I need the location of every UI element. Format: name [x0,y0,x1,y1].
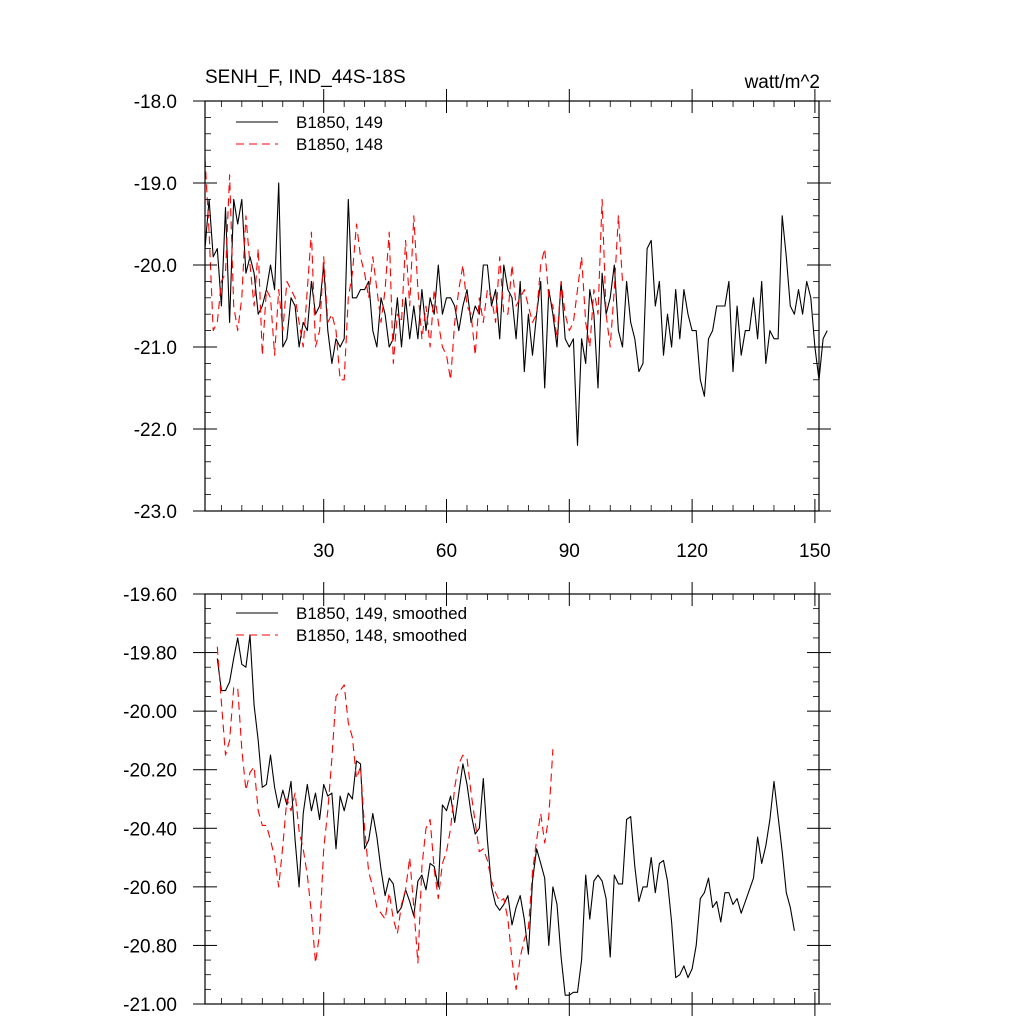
bottom-panel: -21.00 -20.80 -20.60 -20.40 -20.20 -20.00 -19.… [123,582,831,1016]
y-tick-label: -20.80 [123,936,177,957]
y-tick-label: -22.0 [134,420,177,441]
legend-label-148: B1850, 148 [296,135,383,154]
y-tick-label: -21.00 [123,995,177,1016]
y-tick-label: -20.0 [134,256,177,277]
series-line-1 [216,646,554,990]
y-tick-label: -21.0 [134,338,177,359]
series-group [204,158,828,446]
legend-label-149: B1850, 149 [296,113,383,132]
axis-ticks: 30 60 90 120 150 -23.0 -22.0 -21.0 -20.0 -19.0 -18… [134,89,831,562]
y-tick-label: -20.40 [123,819,177,840]
series-line-1 [204,158,624,381]
y-tick-label: -19.0 [134,174,177,195]
plot-frame [204,593,820,1005]
y-tick-label: -23.0 [134,502,177,523]
series-line-0 [216,634,795,996]
legend: B1850, 149, smoothed B1850, 148, smoothe… [236,604,467,645]
x-tick-label: 90 [559,541,580,562]
series-group [216,634,795,996]
x-tick-label: 120 [676,541,708,562]
x-tick-label: 150 [799,541,831,562]
plot-frame [204,100,820,512]
x-tick-label: 60 [436,541,457,562]
y-tick-label: -18.0 [134,92,177,113]
legend-label-149-smoothed: B1850, 149, smoothed [296,604,467,623]
chart-title: SENH_F, IND_44S-18S [205,67,406,88]
y-tick-label: -20.00 [123,702,177,723]
legend-label-148-smoothed: B1850, 148, smoothed [296,626,467,645]
y-tick-label: -19.80 [123,644,177,665]
units-label: watt/m^2 [744,72,820,93]
axis-ticks: -21.00 -20.80 -20.60 -20.40 -20.20 -20.00 -19.… [123,582,831,1016]
legend: B1850, 149 B1850, 148 [236,113,383,154]
y-tick-label: -20.60 [123,878,177,899]
x-tick-label: 30 [313,541,334,562]
y-tick-label: -19.60 [123,585,177,606]
y-tick-label: -20.20 [123,761,177,782]
series-line-0 [204,182,828,446]
top-panel: SENH_F, IND_44S-18S watt/m^2 30 60 90 120 15… [134,67,831,562]
